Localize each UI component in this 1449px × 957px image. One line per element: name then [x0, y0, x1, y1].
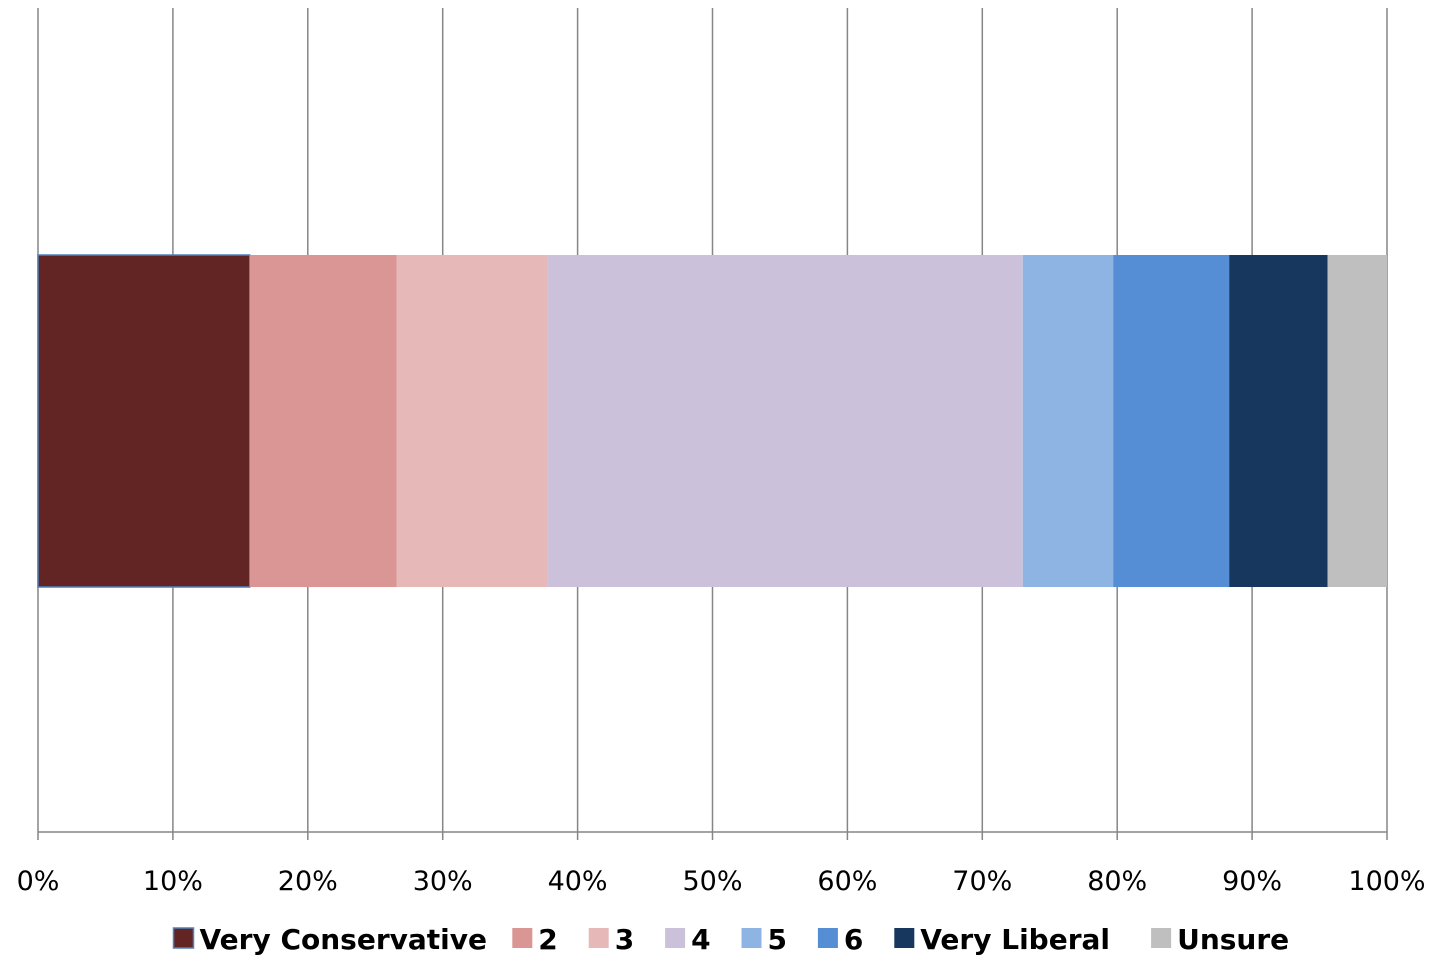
- bar-segment: [249, 255, 397, 587]
- x-tick-label: 100%: [1348, 866, 1425, 897]
- x-tick-label: 0%: [17, 866, 60, 897]
- bar-segment: [396, 255, 548, 587]
- legend-swatch: [817, 928, 838, 948]
- bar-segment: [547, 255, 1023, 587]
- legend-label: Unsure: [1177, 923, 1289, 956]
- legend-label: 4: [691, 923, 710, 956]
- x-tick-label: 40%: [548, 866, 608, 897]
- x-axis: 0% 10% 20% 30% 40% 50% 60% 70% 80% 90% 100%: [17, 831, 1426, 897]
- bar-segment: [1022, 255, 1114, 587]
- legend: Very Conservative 2 3 4 5 6 Very Liberal Unsure: [172, 923, 1289, 956]
- x-tick-label: 20%: [278, 866, 338, 897]
- x-tick-label: 30%: [413, 866, 473, 897]
- legend-label: 5: [768, 923, 787, 956]
- x-tick-label: 80%: [1087, 866, 1147, 897]
- legend-swatch: [894, 928, 915, 948]
- x-tick-label: 10%: [143, 866, 203, 897]
- bar-segment: [37, 254, 251, 588]
- legend-label: 2: [538, 923, 557, 956]
- legend-swatch: [512, 928, 533, 948]
- legend-label: 3: [615, 923, 634, 956]
- bar-segments: [37, 254, 1387, 588]
- legend-label: Very Conservative: [200, 923, 488, 956]
- bar-segment: [1113, 255, 1230, 587]
- x-tick-label: 60%: [817, 866, 877, 897]
- x-tick-label: 90%: [1222, 866, 1282, 897]
- legend-swatch: [665, 928, 686, 948]
- legend-swatch: [588, 928, 609, 948]
- legend-label: Very Liberal: [920, 923, 1110, 956]
- legend-swatch: [1151, 928, 1172, 948]
- bar-segment: [1327, 255, 1387, 587]
- bar-segment: [1229, 255, 1328, 587]
- x-tick-label: 70%: [952, 866, 1012, 897]
- legend-swatch: [741, 928, 762, 948]
- legend-label: 6: [844, 923, 863, 956]
- x-tick-label: 50%: [682, 866, 742, 897]
- legend-swatch: [172, 927, 195, 949]
